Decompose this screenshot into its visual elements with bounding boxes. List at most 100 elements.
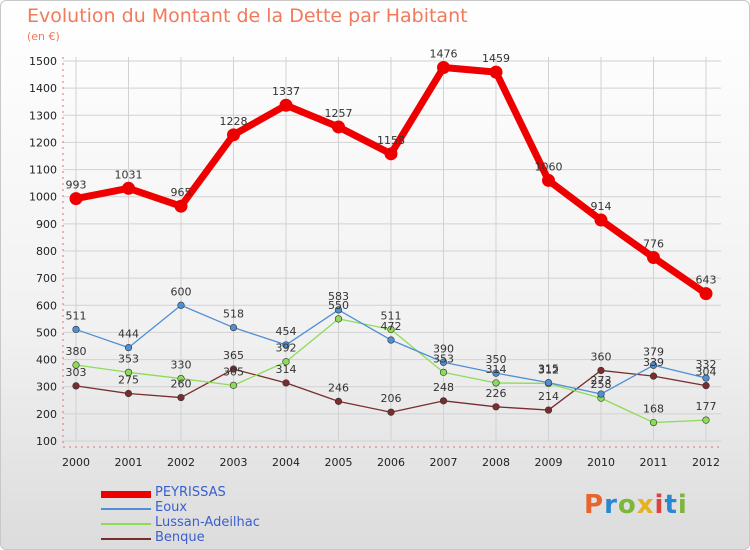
- data-label-benque: 226: [486, 387, 507, 400]
- data-point-benque: [334, 397, 343, 405]
- data-label-peyrissas: 1031: [115, 168, 143, 181]
- grid: [63, 57, 721, 442]
- legend-label: Benque: [155, 530, 205, 545]
- data-label-lussan-adeilhac: 330: [171, 359, 192, 372]
- data-label-eoux: 315: [538, 363, 559, 376]
- x-tick-label: 2006: [377, 456, 405, 469]
- data-label-eoux: 472: [381, 320, 402, 333]
- y-tick-label: 1300: [29, 109, 57, 122]
- data-point-peyrissas: [542, 173, 555, 187]
- y-tick-label: 700: [36, 272, 57, 285]
- y-tick-label: 1500: [29, 55, 57, 68]
- data-label-eoux: 332: [696, 358, 717, 371]
- x-tick-label: 2005: [325, 456, 353, 469]
- legend-label: PEYRISSAS: [155, 485, 226, 500]
- y-tick-label: 1400: [29, 82, 57, 95]
- data-point-benque: [544, 406, 553, 414]
- data-point-benque: [597, 366, 605, 375]
- data-label-benque: 365: [223, 349, 244, 362]
- proxiti-logo: Proxiti: [584, 490, 688, 520]
- data-point-lussan-adeilhac: [72, 361, 80, 369]
- data-point-peyrissas: [174, 199, 188, 213]
- data-point-benque: [702, 382, 710, 390]
- x-tick-label: 2002: [167, 456, 195, 469]
- data-point-eoux: [702, 374, 710, 382]
- x-tick-label: 2010: [587, 456, 615, 469]
- data-label-benque: 206: [381, 392, 402, 405]
- data-label-benque: 304: [696, 366, 717, 379]
- data-label-peyrissas: 1060: [535, 160, 563, 173]
- data-point-peyrissas: [489, 65, 503, 79]
- data-label-peyrissas: 1337: [272, 85, 300, 98]
- chart-title: Evolution du Montant de la Dette par Hab…: [27, 5, 468, 27]
- data-label-eoux: 390: [433, 342, 454, 355]
- data-point-eoux: [229, 323, 238, 332]
- data-label-lussan-adeilhac: 550: [328, 299, 349, 312]
- x-tick-label: 2012: [692, 456, 720, 469]
- data-point-peyrissas: [69, 192, 83, 206]
- y-tick-label: 500: [36, 326, 57, 339]
- data-point-lussan-adeilhac: [702, 416, 710, 424]
- data-point-eoux: [387, 336, 395, 344]
- data-label-benque: 246: [328, 381, 349, 394]
- data-label-benque: 314: [276, 363, 297, 376]
- data-point-lussan-adeilhac: [387, 325, 395, 334]
- x-tick-label: 2011: [640, 456, 668, 469]
- data-label-peyrissas: 1158: [377, 134, 405, 147]
- data-point-peyrissas: [122, 181, 135, 195]
- data-label-lussan-adeilhac: 392: [276, 342, 297, 355]
- y-tick-label: 800: [36, 245, 57, 258]
- x-tick-label: 2003: [220, 456, 248, 469]
- data-point-eoux: [597, 390, 605, 398]
- data-label-eoux: 350: [486, 353, 507, 366]
- legend-swatch-peyrissas: [101, 491, 151, 498]
- data-point-lussan-adeilhac: [439, 368, 448, 376]
- data-point-lussan-adeilhac: [282, 358, 290, 366]
- data-label-eoux: 600: [171, 285, 192, 298]
- logo-letter: r: [604, 490, 618, 520]
- data-label-peyrissas: 643: [696, 274, 717, 287]
- legend-swatch-eoux: [101, 508, 151, 510]
- y-tick-label: 900: [36, 218, 57, 231]
- legend-swatch-lussan-adeilhac: [101, 523, 151, 525]
- data-label-eoux: 273: [591, 374, 612, 387]
- data-label-peyrissas: 965: [171, 186, 192, 199]
- data-point-benque: [282, 379, 290, 387]
- data-point-peyrissas: [594, 213, 608, 227]
- data-point-peyrissas: [279, 98, 293, 112]
- x-tick-label: 2008: [482, 456, 510, 469]
- data-point-eoux: [492, 369, 500, 377]
- logo-letter: x: [636, 490, 655, 520]
- data-point-lussan-adeilhac: [124, 368, 133, 376]
- data-label-benque: 214: [538, 390, 559, 403]
- y-tick-label: 1200: [29, 136, 57, 149]
- data-point-eoux: [72, 325, 80, 334]
- data-point-peyrissas: [332, 120, 345, 134]
- data-point-benque: [439, 397, 448, 405]
- y-tick-label: 300: [36, 381, 57, 394]
- data-point-eoux: [177, 301, 185, 309]
- data-point-benque: [72, 382, 80, 390]
- data-point-peyrissas: [227, 128, 240, 142]
- y-tick-label: 100: [36, 435, 57, 448]
- data-point-lussan-adeilhac: [229, 381, 238, 389]
- data-point-peyrissas: [384, 147, 398, 161]
- data-point-eoux: [282, 341, 290, 349]
- axes: 100 200 300 400 500 600 700 800 900 1000 1100 1200 1…: [29, 55, 721, 469]
- series-lines: [69, 61, 713, 427]
- data-label-lussan-adeilhac: 177: [696, 400, 717, 413]
- data-label-benque: 360: [591, 350, 612, 363]
- data-point-lussan-adeilhac: [492, 379, 500, 387]
- data-label-lussan-adeilhac: 511: [381, 309, 402, 322]
- x-tick-label: 2004: [272, 456, 300, 469]
- data-label-eoux: 583: [328, 290, 349, 303]
- data-labels: 993 1031 965 1228 1337 1257 1158 1476 1459 1060 91…: [66, 48, 717, 416]
- line-chart: 100 200 300 400 500 600 700 800 900 1000 1100 1200 1…: [29, 48, 721, 469]
- data-label-benque: 275: [118, 374, 139, 387]
- data-point-benque: [649, 372, 658, 380]
- chart-subtitle: (en €): [27, 30, 60, 43]
- data-label-peyrissas: 1459: [482, 52, 510, 65]
- data-label-eoux: 454: [276, 325, 297, 338]
- data-label-peyrissas: 1228: [220, 115, 248, 128]
- data-label-eoux: 518: [223, 308, 244, 321]
